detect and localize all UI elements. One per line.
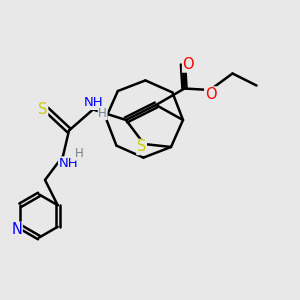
Text: O: O	[183, 57, 194, 72]
Text: H: H	[98, 106, 107, 120]
Text: O: O	[205, 87, 216, 102]
Text: NH: NH	[58, 157, 78, 170]
Text: S: S	[38, 102, 48, 117]
Text: N: N	[11, 222, 22, 237]
Text: NH: NH	[84, 96, 103, 110]
Text: S: S	[137, 140, 146, 154]
Text: H: H	[75, 147, 84, 160]
